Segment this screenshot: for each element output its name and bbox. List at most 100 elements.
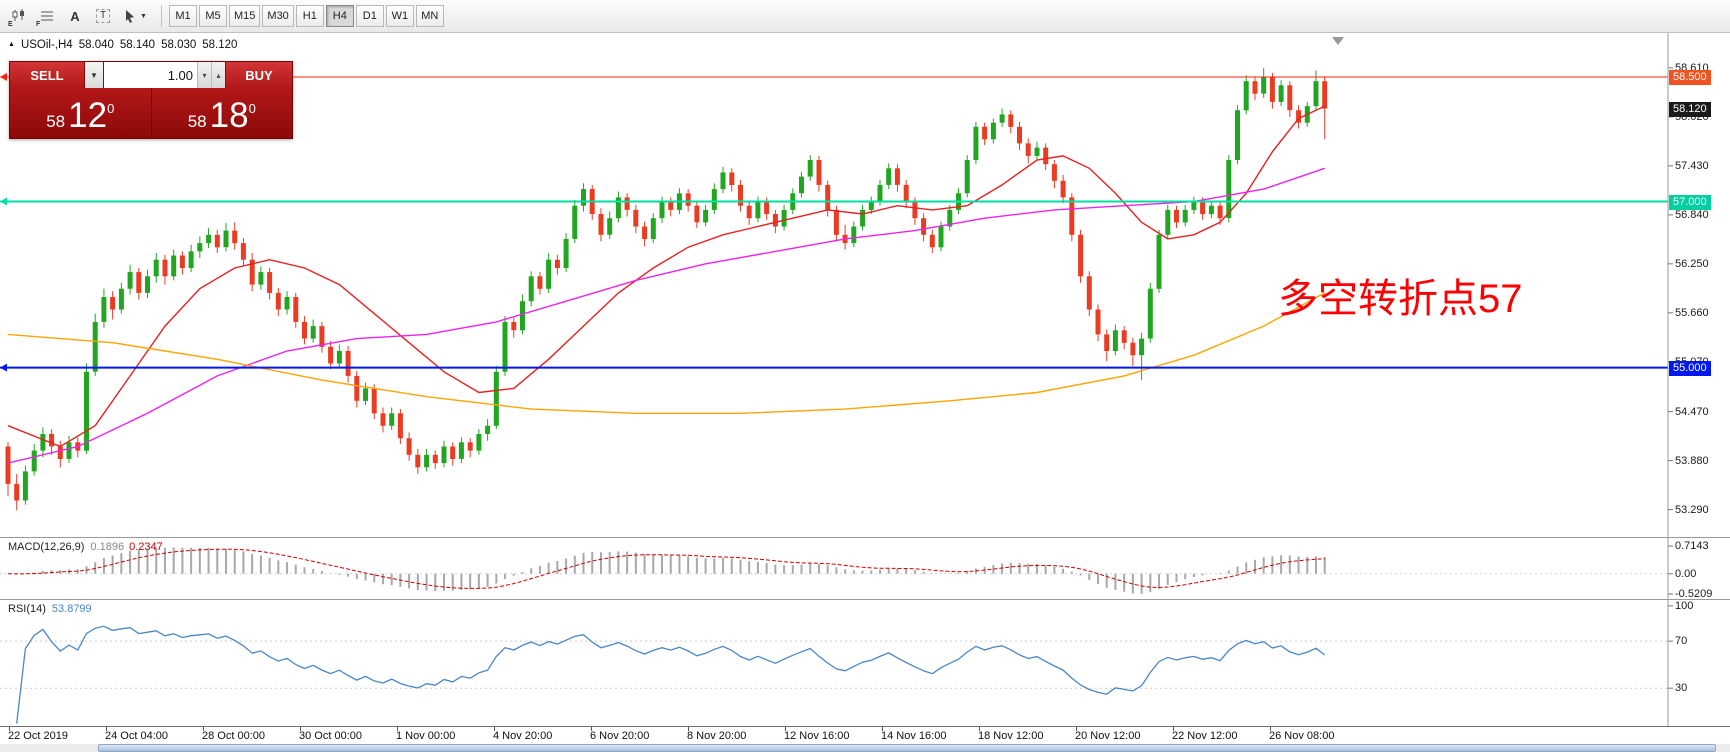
volume-input[interactable]: 1.00 bbox=[167, 67, 193, 83]
time-tick bbox=[882, 727, 883, 731]
chart-tool-button[interactable]: E bbox=[6, 4, 32, 28]
sell-button[interactable]: SELL bbox=[10, 62, 84, 88]
timeframe-mn[interactable]: MN bbox=[415, 5, 444, 27]
time-tick bbox=[9, 727, 10, 731]
price-axis-label: 57.430 bbox=[1675, 159, 1709, 172]
ohlc-open: 58.040 bbox=[78, 39, 114, 51]
time-axis-label: 12 Nov 16:00 bbox=[784, 730, 850, 742]
symbol-info: ▲ USOil-,H4 58.040 58.140 58.030 58.120 bbox=[8, 39, 243, 51]
hline-price-tag: 58.500 bbox=[1669, 70, 1711, 85]
timeframe-d1[interactable]: D1 bbox=[355, 5, 384, 27]
macd-label: MACD(12,26,9) bbox=[8, 541, 85, 553]
ohlc-low: 58.030 bbox=[161, 39, 197, 51]
time-tick bbox=[1270, 727, 1271, 731]
time-tick bbox=[203, 727, 204, 731]
timeframe-w1[interactable]: W1 bbox=[385, 5, 414, 27]
volume-spinner: ▾ ▴ bbox=[197, 62, 225, 88]
time-tick bbox=[979, 727, 980, 731]
h-scrollbar-track[interactable] bbox=[0, 744, 1730, 752]
time-axis-label: 4 Nov 20:00 bbox=[493, 730, 553, 742]
volume-increase-button[interactable]: ▴ bbox=[211, 62, 225, 88]
hline-price-tag: 55.000 bbox=[1669, 360, 1711, 376]
chevron-down-icon: ▼ bbox=[90, 70, 98, 80]
h-scrollbar-thumb[interactable] bbox=[98, 744, 1716, 752]
text-a-icon: A bbox=[70, 8, 80, 24]
time-axis-label: 8 Nov 20:00 bbox=[687, 730, 747, 742]
time-axis-label: 6 Nov 20:00 bbox=[590, 730, 650, 742]
time-axis-label: 20 Nov 12:00 bbox=[1075, 730, 1141, 742]
rsi-panel[interactable]: RSI(14) 53.8799 100 70 30 bbox=[0, 599, 1730, 727]
sell-price-int: 58 bbox=[46, 112, 66, 131]
chart-annotation[interactable]: 多空转折点57 bbox=[1278, 277, 1523, 321]
buy-price-sup: 0 bbox=[248, 101, 256, 116]
volume-field: 1.00 ▾ ▴ bbox=[104, 62, 226, 88]
buy-button[interactable]: BUY bbox=[226, 62, 292, 88]
toolbar: E F A T ▼ M1 M5 M15 M30 H1 H4 D1 W1 MN bbox=[0, 0, 1730, 33]
grid-tool-button[interactable]: F bbox=[34, 4, 60, 28]
rsi-axis-label: 30 bbox=[1675, 682, 1688, 695]
rsi-header: RSI(14) 53.8799 bbox=[8, 603, 92, 615]
price-axis-label: 53.880 bbox=[1675, 454, 1709, 467]
sell-price-sup: 0 bbox=[107, 101, 115, 116]
tool-shortcut-label: F bbox=[36, 21, 41, 28]
ma-mid-magenta bbox=[7, 167, 1325, 464]
time-axis-label: 18 Nov 12:00 bbox=[978, 730, 1044, 742]
time-tick bbox=[785, 727, 786, 731]
timeframe-m30[interactable]: M30 bbox=[262, 5, 294, 27]
label-tool-button[interactable]: T bbox=[90, 4, 116, 28]
tool-shortcut-label: E bbox=[8, 21, 13, 28]
toolbar-separator bbox=[161, 5, 162, 27]
timeframe-m15[interactable]: M15 bbox=[229, 5, 261, 27]
chart-shift-marker-icon[interactable] bbox=[1332, 37, 1344, 45]
ohlc-close: 58.120 bbox=[202, 39, 238, 51]
cursor-icon bbox=[126, 9, 135, 23]
time-axis-label: 26 Nov 08:00 bbox=[1269, 730, 1335, 742]
grid-icon bbox=[41, 11, 53, 21]
ohlc-high: 58.140 bbox=[119, 39, 156, 51]
cursor-tool-button[interactable]: ▼ bbox=[118, 4, 152, 28]
price-axis-label: 53.290 bbox=[1675, 503, 1709, 516]
buy-price-int: 58 bbox=[187, 112, 207, 131]
timeframe-group: M1 M5 M15 M30 H1 H4 D1 W1 MN bbox=[169, 5, 446, 27]
timeframe-m1[interactable]: M1 bbox=[169, 5, 197, 27]
time-tick bbox=[106, 727, 107, 731]
time-axis-label: 1 Nov 00:00 bbox=[396, 730, 456, 742]
rsi-line bbox=[16, 625, 1326, 724]
price-axis-label: 55.660 bbox=[1675, 306, 1709, 319]
textbox-t-icon: T bbox=[95, 9, 111, 23]
macd-value-main: 0.1896 bbox=[90, 541, 125, 553]
buy-price-pips: 18 bbox=[209, 96, 249, 135]
rsi-label: RSI(14) bbox=[8, 603, 46, 615]
time-axis-label: 14 Nov 16:00 bbox=[881, 730, 947, 742]
timeframe-h1[interactable]: H1 bbox=[295, 5, 324, 27]
candlestick-chart-icon bbox=[12, 9, 24, 21]
volume-decrease-button[interactable]: ▾ bbox=[197, 62, 211, 88]
sell-price-pips: 12 bbox=[68, 96, 108, 135]
timeframe-h4[interactable]: H4 bbox=[325, 5, 354, 27]
time-axis: 22 Oct 2019 24 Oct 04:00 28 Oct 00:00 30 Oc… bbox=[0, 726, 1730, 744]
price-chart[interactable]: ▲ USOil-,H4 58.040 58.140 58.030 58.120 SELL … bbox=[0, 33, 1730, 537]
ma-fast-red bbox=[7, 105, 1326, 448]
buy-price-display[interactable]: 58 18 0 bbox=[152, 88, 293, 138]
time-axis-label: 30 Oct 00:00 bbox=[299, 730, 362, 742]
collapse-triangle-icon[interactable]: ▲ bbox=[8, 41, 15, 48]
time-tick bbox=[397, 727, 398, 731]
volume-dropdown-button[interactable]: ▼ bbox=[84, 62, 104, 88]
rsi-axis-label: 70 bbox=[1675, 635, 1688, 648]
sell-price-display[interactable]: 58 12 0 bbox=[10, 88, 151, 138]
macd-axis-label: 0.7143 bbox=[1675, 539, 1709, 552]
time-tick bbox=[494, 727, 495, 731]
timeframe-m5[interactable]: M5 bbox=[199, 5, 227, 27]
price-divider bbox=[150, 88, 152, 138]
time-tick bbox=[300, 727, 301, 731]
hline-price-tag: 57.000 bbox=[1669, 194, 1711, 210]
macd-header: MACD(12,26,9) 0.1896 0.2347 bbox=[8, 541, 163, 553]
macd-panel[interactable]: MACD(12,26,9) 0.1896 0.2347 0.7143 0.00 -0.5… bbox=[0, 537, 1730, 600]
symbol-name: USOil-,H4 bbox=[20, 39, 73, 51]
time-axis-label: 22 Oct 2019 bbox=[8, 730, 68, 742]
macd-axis-label: -0.5209 bbox=[1675, 587, 1713, 600]
text-tool-button[interactable]: A bbox=[62, 4, 88, 28]
time-tick bbox=[1173, 727, 1174, 731]
time-tick bbox=[591, 727, 592, 731]
